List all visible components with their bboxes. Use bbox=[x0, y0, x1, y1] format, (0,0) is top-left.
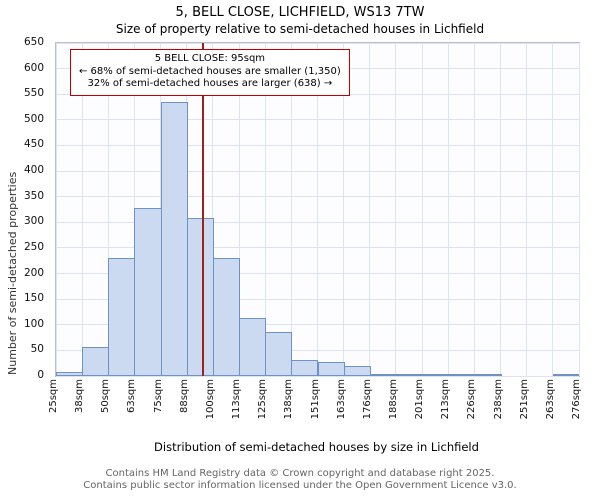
y-tick-label: 250 bbox=[23, 240, 44, 253]
histogram-bar bbox=[56, 371, 84, 376]
histogram-bar bbox=[395, 374, 424, 376]
annotation-larger-pct: 32% of semi-detached houses are larger (… bbox=[87, 78, 333, 89]
y-tick-label: 400 bbox=[23, 164, 44, 177]
gridline-vertical bbox=[212, 43, 214, 376]
x-tick-label: 263sqm bbox=[544, 379, 556, 420]
histogram-bar bbox=[160, 101, 188, 376]
gridline-vertical bbox=[369, 43, 371, 376]
plot-area: 5 BELL CLOSE: 95sqm ← 68% of semi-detach… bbox=[55, 42, 580, 377]
footer-attribution: Contains HM Land Registry data © Crown c… bbox=[0, 468, 600, 491]
x-tick-label: 50sqm bbox=[100, 379, 112, 414]
histogram-bar bbox=[108, 258, 136, 376]
gridline-vertical bbox=[421, 43, 423, 376]
histogram-bar bbox=[317, 362, 345, 376]
y-tick-label: 450 bbox=[23, 138, 44, 151]
histogram-bar bbox=[239, 318, 267, 376]
x-tick-label: 276sqm bbox=[571, 379, 582, 420]
y-tick-label: 300 bbox=[23, 215, 44, 228]
y-tick-label: 500 bbox=[23, 112, 44, 125]
x-axis-label: Distribution of semi-detached houses by … bbox=[154, 440, 479, 454]
histogram-bar bbox=[82, 346, 110, 376]
gridline-vertical bbox=[526, 43, 528, 376]
gridline-vertical bbox=[55, 43, 57, 376]
y-axis-ticks: 0 50 100 150 200 250 300 350 400 450 500 550 600 650 bbox=[0, 36, 50, 381]
property-size-marker-line bbox=[202, 43, 204, 376]
grid-layer bbox=[55, 42, 580, 377]
histogram-bar bbox=[552, 374, 579, 376]
chart-title: 5, BELL CLOSE, LICHFIELD, WS13 7TW bbox=[175, 5, 425, 20]
histogram-bar bbox=[474, 374, 502, 376]
histogram-bar bbox=[186, 218, 214, 376]
x-tick-label: 176sqm bbox=[361, 379, 373, 420]
y-tick-label: 200 bbox=[23, 266, 44, 279]
gridline-vertical bbox=[473, 43, 475, 376]
gridline-vertical bbox=[290, 43, 292, 376]
x-tick-label: 75sqm bbox=[152, 379, 164, 414]
annotation-smaller-pct: ← 68% of semi-detached houses are smalle… bbox=[79, 65, 341, 77]
x-tick-label: 251sqm bbox=[518, 379, 530, 420]
x-tick-label: 138sqm bbox=[283, 379, 295, 420]
x-tick-label: 113sqm bbox=[231, 379, 243, 420]
annotation-property: 5 BELL CLOSE: 95sqm bbox=[154, 53, 266, 64]
gridline-vertical bbox=[238, 43, 240, 376]
x-tick-label: 201sqm bbox=[414, 379, 426, 420]
gridline-vertical bbox=[343, 43, 345, 376]
y-tick-label: 350 bbox=[23, 189, 44, 202]
x-tick-label: 63sqm bbox=[126, 379, 138, 414]
gridline-vertical bbox=[500, 43, 502, 376]
gridline-vertical bbox=[552, 43, 554, 376]
gridline-vertical bbox=[395, 43, 397, 376]
x-tick-label: 88sqm bbox=[178, 379, 190, 414]
x-tick-label: 25sqm bbox=[48, 379, 59, 414]
gridline-horizontal bbox=[56, 375, 579, 377]
x-tick-label: 100sqm bbox=[204, 379, 216, 420]
gridline-vertical bbox=[447, 43, 449, 376]
histogram-bar bbox=[212, 258, 241, 376]
x-tick-label: 125sqm bbox=[257, 379, 269, 420]
histogram-bar bbox=[448, 374, 476, 376]
x-tick-label: 238sqm bbox=[492, 379, 504, 420]
histogram-bar bbox=[422, 374, 450, 376]
y-tick-label: 100 bbox=[23, 317, 44, 330]
y-tick-label: 650 bbox=[23, 36, 44, 48]
y-tick-label: 50 bbox=[30, 343, 44, 356]
x-tick-label: 38sqm bbox=[74, 379, 86, 414]
annotation-box: 5 BELL CLOSE: 95sqm ← 68% of semi-detach… bbox=[70, 49, 350, 96]
y-tick-label: 600 bbox=[23, 61, 44, 74]
y-tick-label: 550 bbox=[23, 87, 44, 100]
x-axis-ticks: 25sqm 38sqm 50sqm 63sqm 75sqm 88sqm 100sqm 113s… bbox=[48, 379, 582, 437]
histogram-bar bbox=[343, 365, 371, 376]
histogram-bar bbox=[291, 359, 319, 376]
footer-line-2: Contains public sector information licen… bbox=[83, 479, 517, 491]
x-tick-label: 163sqm bbox=[335, 379, 347, 420]
histogram-bar bbox=[134, 207, 162, 376]
y-tick-label: 150 bbox=[23, 292, 44, 305]
bars-layer bbox=[56, 43, 579, 376]
gridline-vertical bbox=[264, 43, 266, 376]
footer-line-1: Contains HM Land Registry data © Crown c… bbox=[105, 468, 495, 479]
x-tick-label: 213sqm bbox=[440, 379, 452, 420]
gridline-vertical bbox=[317, 43, 318, 376]
chart-subtitle: Size of property relative to semi-detach… bbox=[115, 22, 485, 36]
gridline-vertical bbox=[81, 43, 83, 376]
gridline-vertical bbox=[578, 43, 580, 376]
gridline-vertical bbox=[107, 43, 109, 376]
x-tick-label: 188sqm bbox=[387, 379, 399, 420]
y-tick-label: 0 bbox=[37, 369, 44, 381]
histogram-bar bbox=[369, 373, 397, 376]
histogram-bar bbox=[265, 332, 293, 376]
x-tick-label: 151sqm bbox=[309, 379, 321, 420]
x-tick-label: 226sqm bbox=[466, 379, 478, 420]
